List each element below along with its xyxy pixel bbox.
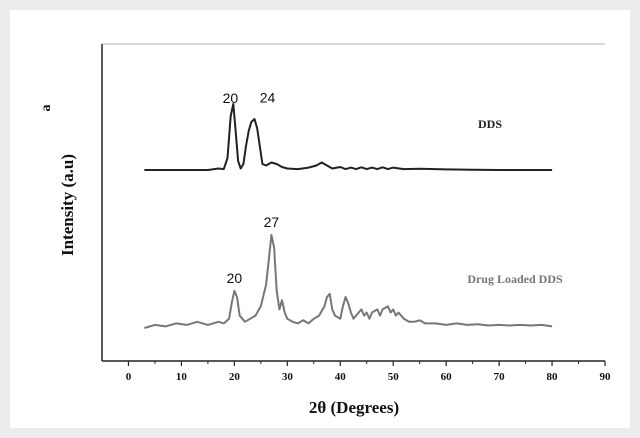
- y-axis-title: Intensity (a.u): [58, 154, 77, 256]
- x-tick-label: 60: [441, 371, 453, 383]
- x-tick-label: 40: [335, 371, 347, 383]
- xrd-chart: 0 10 20 30 40 50 60 70 80 90 DDS Drug Loaded DDS 20…: [39, 43, 611, 418]
- x-tick-label: 70: [494, 371, 506, 383]
- peak-label: 27: [264, 214, 280, 230]
- labels-layer: a Intensity (a.u) 2θ (Degrees): [39, 105, 399, 418]
- x-tick-label: 80: [547, 371, 559, 383]
- series-line-dds: [144, 103, 553, 171]
- x-tick-label: 10: [176, 371, 188, 383]
- x-ticks: 0 10 20 30 40 50 60 70 80 90: [126, 361, 611, 383]
- series-line-drug-loaded-dds: [144, 234, 553, 329]
- peak-label: 20: [227, 270, 243, 286]
- peak-label: 24: [260, 90, 276, 106]
- series-label: Drug Loaded DDS: [467, 272, 563, 286]
- chart-frame: 0 10 20 30 40 50 60 70 80 90 DDS Drug Loaded DDS 20…: [10, 10, 630, 428]
- series-label: DDS: [478, 117, 502, 131]
- x-tick-label: 0: [126, 371, 132, 383]
- x-tick-label: 30: [282, 371, 294, 383]
- peak-label: 20: [223, 90, 239, 106]
- series-layer: DDS Drug Loaded DDS 20 24 27 20: [144, 90, 563, 329]
- x-tick-label: 90: [600, 371, 612, 383]
- axes: [101, 43, 605, 362]
- x-tick-label: 50: [388, 371, 400, 383]
- x-tick-label: 20: [229, 371, 241, 383]
- x-axis-title: 2θ (Degrees): [309, 398, 399, 417]
- panel-label: a: [39, 105, 54, 112]
